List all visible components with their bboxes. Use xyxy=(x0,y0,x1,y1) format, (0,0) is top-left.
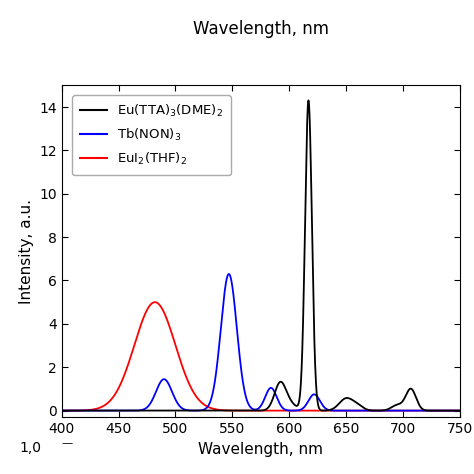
Text: Wavelength, nm: Wavelength, nm xyxy=(193,20,328,38)
Text: 1,0: 1,0 xyxy=(19,441,41,455)
Text: —: — xyxy=(62,438,73,448)
Y-axis label: Intensity, a.u.: Intensity, a.u. xyxy=(18,199,34,304)
Legend: Eu(TTA)$_3$(DME)$_2$, Tb(NON)$_3$, EuI$_2$(THF)$_2$: Eu(TTA)$_3$(DME)$_2$, Tb(NON)$_3$, EuI$_… xyxy=(72,95,231,175)
X-axis label: Wavelength, nm: Wavelength, nm xyxy=(198,442,323,456)
